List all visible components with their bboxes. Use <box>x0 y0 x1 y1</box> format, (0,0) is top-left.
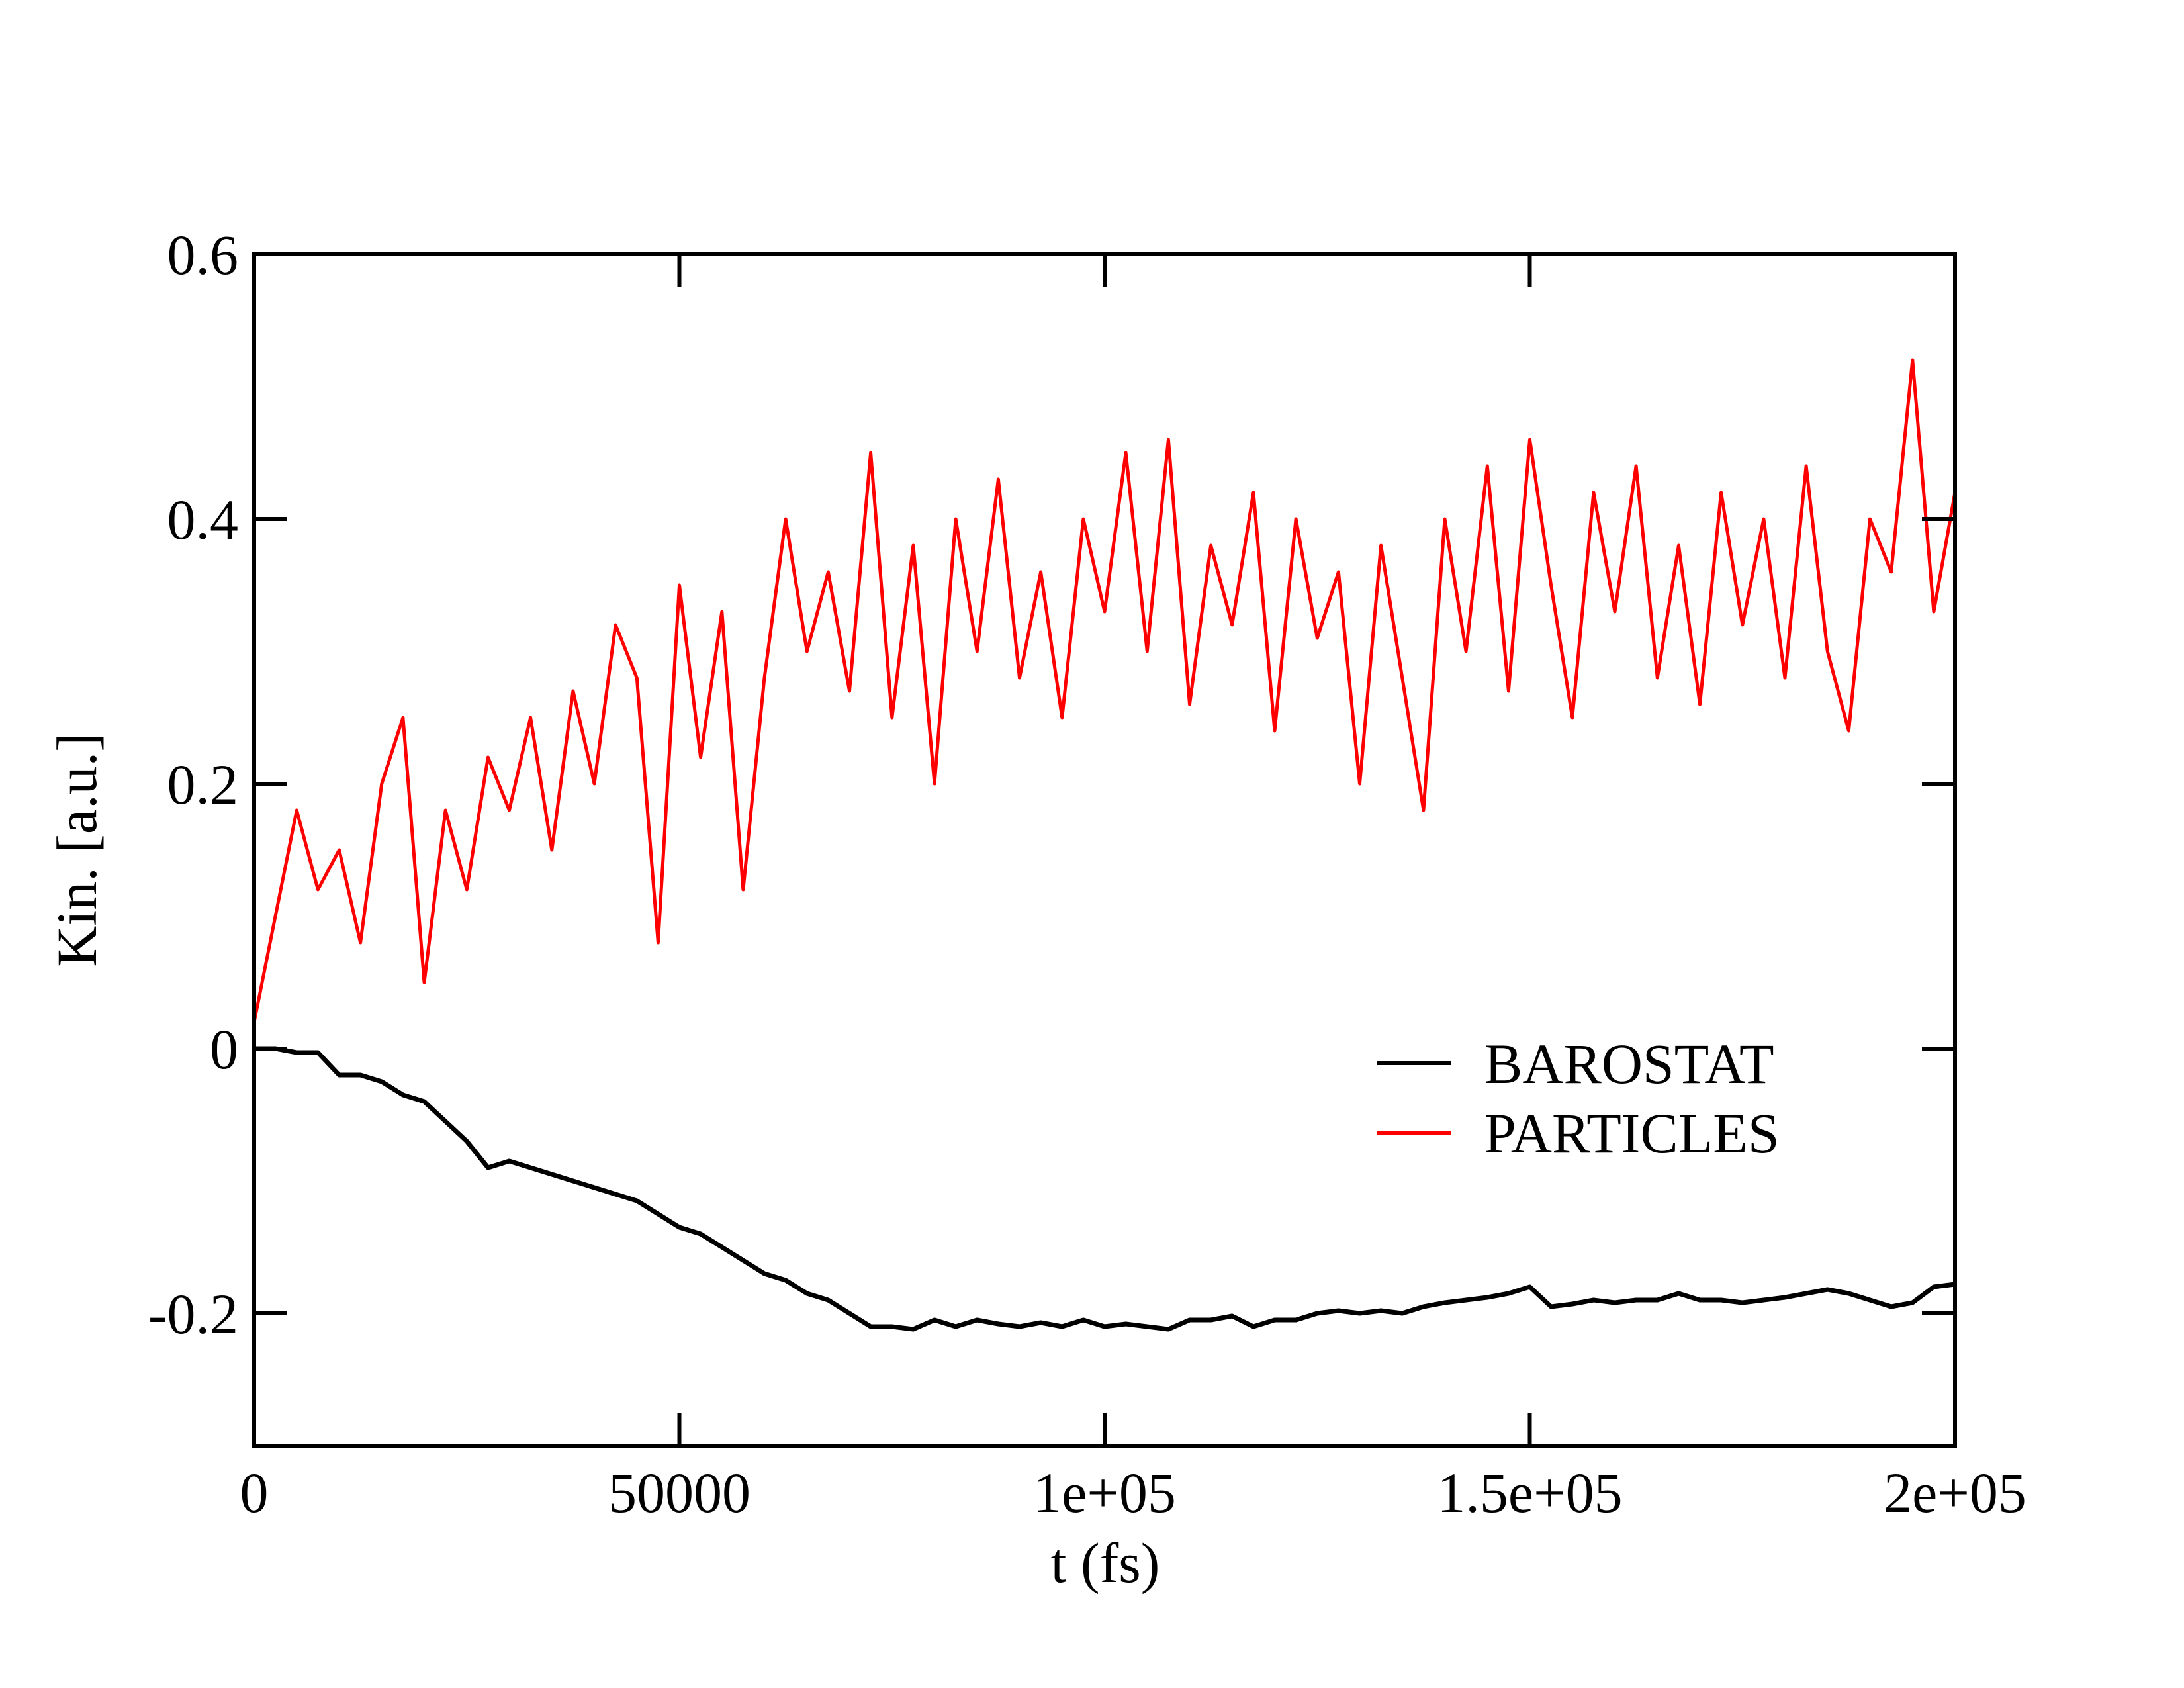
legend-label: BAROSTAT <box>1484 1032 1774 1096</box>
data-line <box>252 358 1957 1023</box>
plot-frame <box>252 252 1957 1448</box>
y-tick-label: 0.2 <box>167 753 239 816</box>
x-tick-label: 2e+05 <box>1884 1461 2026 1524</box>
y-tick-label: -0.2 <box>148 1282 238 1346</box>
x-axis-label: t (fs) <box>1051 1531 1160 1595</box>
x-tick-label: 50000 <box>608 1461 751 1524</box>
y-axis-label: Kin. [a.u.] <box>45 733 109 966</box>
legend-label: PARTICLES <box>1484 1102 1780 1165</box>
y-tick-label: 0.6 <box>167 223 239 287</box>
x-tick-label: 1e+05 <box>1033 1461 1176 1524</box>
y-tick-label: 0 <box>210 1017 238 1081</box>
data-line <box>254 1046 1956 1332</box>
x-tick-label: 1.5e+05 <box>1437 1461 1622 1524</box>
x-tick-label: 0 <box>240 1461 269 1524</box>
y-tick-label: 0.4 <box>167 488 239 551</box>
